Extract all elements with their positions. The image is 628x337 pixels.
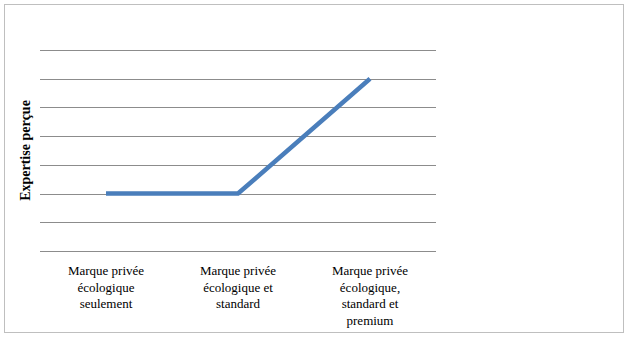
grid-line bbox=[40, 50, 436, 51]
plot-area bbox=[106, 79, 370, 194]
grid-line bbox=[40, 107, 436, 108]
grid-line bbox=[40, 222, 436, 223]
x-tick-label: Marque privéeécologique,standard etpremi… bbox=[332, 263, 408, 328]
grid-line bbox=[40, 136, 436, 137]
y-axis-label: Expertise perçue bbox=[18, 100, 33, 201]
frame bbox=[5, 5, 624, 333]
grid-line bbox=[40, 79, 436, 80]
grid-line bbox=[40, 251, 436, 252]
x-tick-label: Marque privéeécologique etstandard bbox=[200, 263, 276, 311]
grid-line bbox=[40, 165, 436, 166]
data-line bbox=[106, 79, 370, 194]
y-axis-line bbox=[40, 50, 41, 251]
x-tick-label: Marque privéeécologiqueseulement bbox=[68, 263, 144, 311]
chart: Expertise perçue Marque privéeécologiques… bbox=[0, 0, 628, 337]
